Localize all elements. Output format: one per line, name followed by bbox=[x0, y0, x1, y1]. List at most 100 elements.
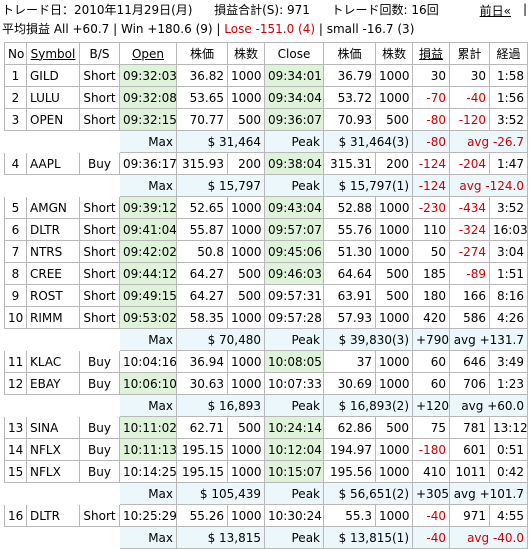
open-price: 36.82 bbox=[176, 64, 228, 87]
trade-pnl: 30 bbox=[412, 64, 450, 87]
cumulative-pnl: -274 bbox=[449, 240, 490, 263]
trade-symbol: EBAY bbox=[26, 372, 80, 395]
previous-day-link[interactable]: 前日« bbox=[479, 4, 511, 18]
trade-no: 5 bbox=[4, 196, 27, 219]
trade-symbol: LULU bbox=[26, 86, 80, 109]
separator: | bbox=[216, 22, 221, 36]
col-header-pnl[interactable]: 損益 bbox=[412, 42, 450, 65]
trade-side: Short bbox=[79, 196, 120, 219]
trade-row: 9 ROST Short 09:49:15 64.27 500 09:57:31 63.91 5… bbox=[4, 284, 528, 307]
close-price: 55.3 bbox=[323, 504, 376, 527]
elapsed-time: 1:51 bbox=[489, 262, 528, 285]
col-header-symbol[interactable]: Symbol bbox=[26, 42, 80, 65]
summary-row: Max $ 105,439 Peak $ 56,651(2) +305 avg +101.… bbox=[4, 482, 528, 505]
col-header-open[interactable]: Open bbox=[119, 42, 177, 65]
trade-side: Buy bbox=[79, 372, 120, 395]
summary-average: avg -26.7 bbox=[449, 130, 528, 153]
cumulative-pnl: -434 bbox=[449, 196, 490, 219]
elapsed-time: 1:47 bbox=[489, 152, 528, 175]
elapsed-time: 3:52 bbox=[489, 108, 528, 131]
trade-pnl: -124 bbox=[412, 152, 450, 175]
trade-row: 15 NFLX Buy 10:14:25 195.15 1000 10:15:07 195.5… bbox=[4, 460, 528, 483]
open-qty: 1000 bbox=[227, 504, 265, 527]
trade-pnl: 410 bbox=[412, 460, 450, 483]
summary-max-value: $ 105,439 bbox=[176, 482, 265, 505]
elapsed-time: 1:58 bbox=[489, 64, 528, 87]
close-price: 315.31 bbox=[323, 152, 376, 175]
open-qty: 1000 bbox=[227, 64, 265, 87]
close-qty: 1000 bbox=[375, 306, 413, 329]
trade-no: 16 bbox=[4, 504, 27, 527]
trade-row: 6 DLTR Short 09:41:04 55.87 1000 09:57:07 55.76… bbox=[4, 218, 528, 241]
pnl-total-value: 971 bbox=[286, 3, 310, 17]
close-qty: 1000 bbox=[375, 350, 413, 373]
summary-spacer bbox=[4, 130, 120, 153]
close-time: 10:12:04 bbox=[264, 438, 324, 461]
elapsed-time: 0:51 bbox=[489, 438, 528, 461]
close-qty: 500 bbox=[375, 284, 413, 307]
cumulative-pnl: 781 bbox=[449, 416, 490, 439]
trade-row: 16 DLTR Short 10:25:29 55.26 1000 10:30:24 55.3… bbox=[4, 504, 528, 527]
close-qty: 1000 bbox=[375, 218, 413, 241]
trade-pnl: -80 bbox=[412, 108, 450, 131]
close-time: 10:15:07 bbox=[264, 460, 324, 483]
close-price: 62.86 bbox=[323, 416, 376, 439]
summary-pnl: -80 bbox=[412, 130, 450, 153]
table-header-row: No Symbol B/S Open 株価 株数 Close 株価 株数 損益 … bbox=[4, 42, 528, 65]
trade-side: Short bbox=[79, 64, 120, 87]
separator: | bbox=[318, 22, 323, 36]
summary-average: avg +60.0 bbox=[449, 394, 528, 417]
trade-side: Buy bbox=[79, 152, 120, 175]
open-time: 09:41:04 bbox=[119, 218, 177, 241]
open-price: 55.87 bbox=[176, 218, 228, 241]
close-price: 63.91 bbox=[323, 284, 376, 307]
open-time: 09:32:03 bbox=[119, 64, 177, 87]
summary-peak-value: $ 16,893(2) bbox=[323, 394, 413, 417]
summary-row: Max $ 15,797 Peak $ 15,797(1) -124 avg -124.0 bbox=[4, 174, 528, 197]
open-qty: 500 bbox=[227, 284, 265, 307]
trade-symbol: DLTR bbox=[26, 504, 80, 527]
open-qty: 1000 bbox=[227, 218, 265, 241]
open-price: 70.77 bbox=[176, 108, 228, 131]
open-qty: 1000 bbox=[227, 438, 265, 461]
close-price: 55.76 bbox=[323, 218, 376, 241]
summary-row: Max $ 16,893 Peak $ 16,893(2) +120 avg +60.0 bbox=[4, 394, 528, 417]
trade-no: 11 bbox=[4, 350, 27, 373]
trade-symbol: ROST bbox=[26, 284, 80, 307]
trade-row: 13 SINA Buy 10:11:02 62.71 500 10:24:14 62.86 50… bbox=[4, 416, 528, 439]
trade-date-label: トレード日： bbox=[2, 3, 75, 17]
trade-no: 2 bbox=[4, 86, 27, 109]
open-time: 09:36:17 bbox=[119, 152, 177, 175]
trade-no: 9 bbox=[4, 284, 27, 307]
close-time: 09:43:04 bbox=[264, 196, 324, 219]
close-time: 09:34:01 bbox=[264, 64, 324, 87]
trade-pnl: 185 bbox=[412, 262, 450, 285]
summary-average: avg +131.7 bbox=[449, 328, 528, 351]
lose-stats: Lose -151.0 (4) bbox=[224, 22, 316, 36]
summary-spacer bbox=[4, 174, 120, 197]
trade-side: Short bbox=[79, 108, 120, 131]
summary-row: Max $ 70,480 Peak $ 39,830(3) +790 avg +131.7 bbox=[4, 328, 528, 351]
close-qty: 200 bbox=[375, 152, 413, 175]
close-price: 52.88 bbox=[323, 196, 376, 219]
open-time: 09:44:12 bbox=[119, 262, 177, 285]
open-time: 09:32:08 bbox=[119, 86, 177, 109]
trade-pnl: 420 bbox=[412, 306, 450, 329]
summary-spacer bbox=[4, 394, 120, 417]
open-price: 36.94 bbox=[176, 350, 228, 373]
close-qty: 1000 bbox=[375, 504, 413, 527]
trade-no: 3 bbox=[4, 108, 27, 131]
summary-max-label: Max bbox=[119, 482, 177, 505]
cumulative-pnl: 586 bbox=[449, 306, 490, 329]
close-qty: 1000 bbox=[375, 372, 413, 395]
summary-pnl: +305 bbox=[412, 482, 450, 505]
trade-symbol: AAPL bbox=[26, 152, 80, 175]
open-time: 10:14:25 bbox=[119, 460, 177, 483]
close-time: 09:46:03 bbox=[264, 262, 324, 285]
elapsed-time: 8:16 bbox=[489, 284, 528, 307]
trade-row: 4 AAPL Buy 09:36:17 315.93 200 09:38:04 315.31 2… bbox=[4, 152, 528, 175]
summary-peak-label: Peak bbox=[264, 174, 324, 197]
cumulative-pnl: 1011 bbox=[449, 460, 490, 483]
close-time: 09:57:31 bbox=[264, 284, 324, 307]
summary-spacer bbox=[4, 482, 120, 505]
